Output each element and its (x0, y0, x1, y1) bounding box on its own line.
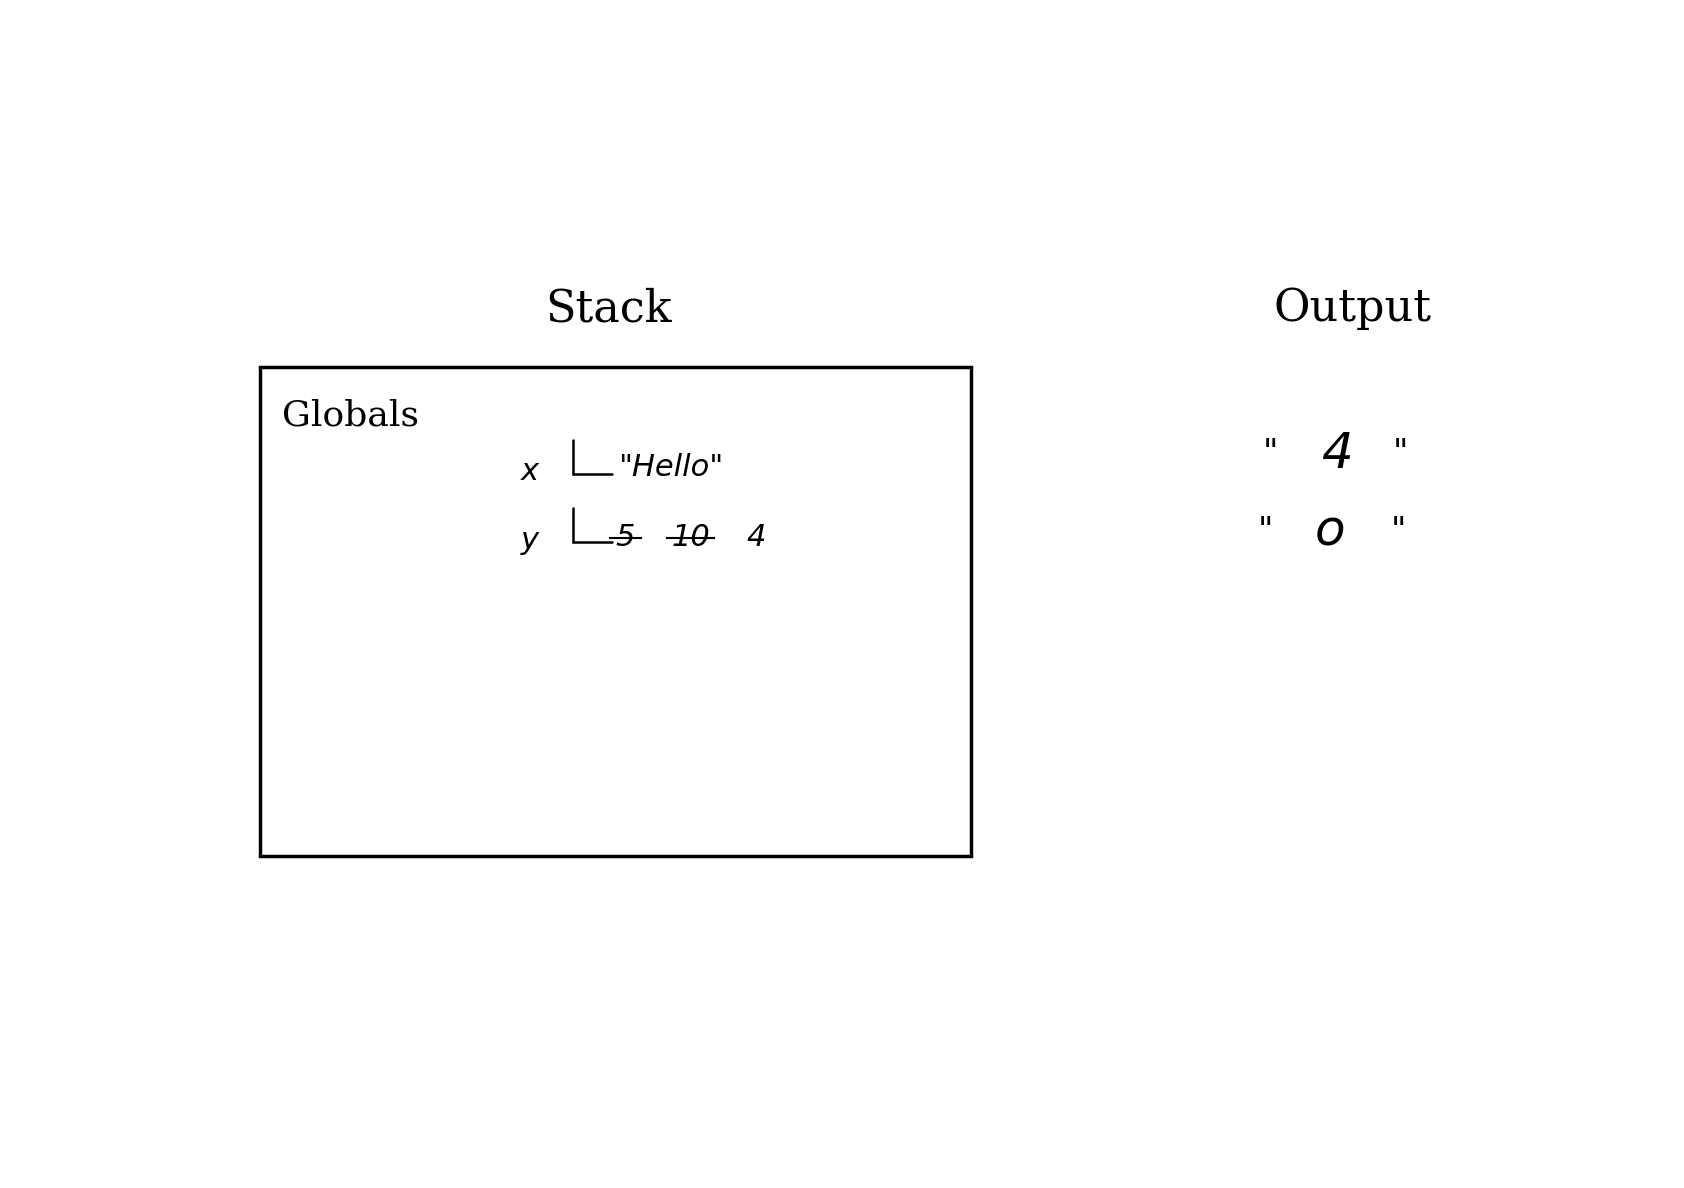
Text: ": " (1263, 437, 1278, 470)
Text: ": " (1258, 514, 1273, 548)
Text: Globals: Globals (283, 399, 419, 432)
Text: ": " (1393, 437, 1408, 470)
Text: 4: 4 (746, 523, 766, 552)
Bar (259, 367, 972, 857)
Text: 5: 5 (616, 523, 635, 552)
Text: x: x (522, 457, 539, 486)
Text: Stack: Stack (546, 287, 672, 330)
Text: 10: 10 (672, 523, 711, 552)
Text: ": " (1391, 514, 1406, 548)
Text: 4: 4 (1320, 430, 1352, 478)
Text: Output: Output (1273, 287, 1431, 330)
Text: y: y (522, 526, 539, 555)
Text: o: o (1315, 507, 1346, 555)
Text: "Hello": "Hello" (618, 453, 722, 482)
